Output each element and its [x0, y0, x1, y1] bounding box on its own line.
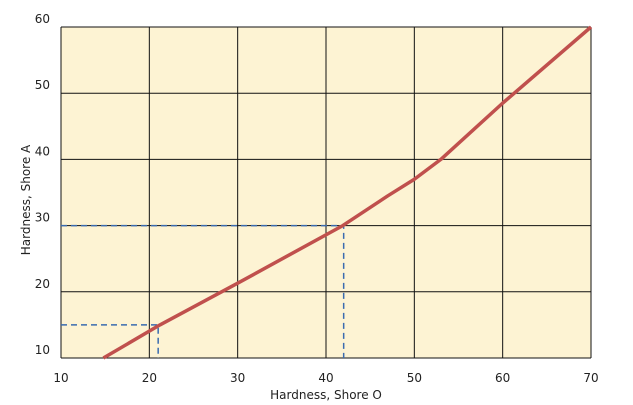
- y-tick-label: 30: [35, 211, 50, 225]
- y-tick-label: 60: [35, 12, 50, 26]
- reference-line: [61, 324, 159, 358]
- x-tick-label: 20: [142, 371, 157, 385]
- y-axis-label: Hardness, Shore A: [19, 144, 33, 255]
- y-tick-label: 50: [35, 78, 50, 92]
- x-tick-label: 60: [495, 371, 510, 385]
- x-tick-label: 70: [583, 371, 598, 385]
- x-axis-label: Hardness, Shore O: [270, 388, 382, 402]
- x-tick-label: 30: [230, 371, 245, 385]
- x-tick-label: 50: [407, 371, 422, 385]
- y-tick-label: 20: [35, 277, 50, 291]
- y-tick-label: 10: [35, 343, 50, 357]
- data-line: [102, 25, 593, 360]
- y-tick-label: 40: [35, 144, 50, 158]
- x-tick-label: 10: [53, 371, 68, 385]
- x-tick-label: 40: [318, 371, 333, 385]
